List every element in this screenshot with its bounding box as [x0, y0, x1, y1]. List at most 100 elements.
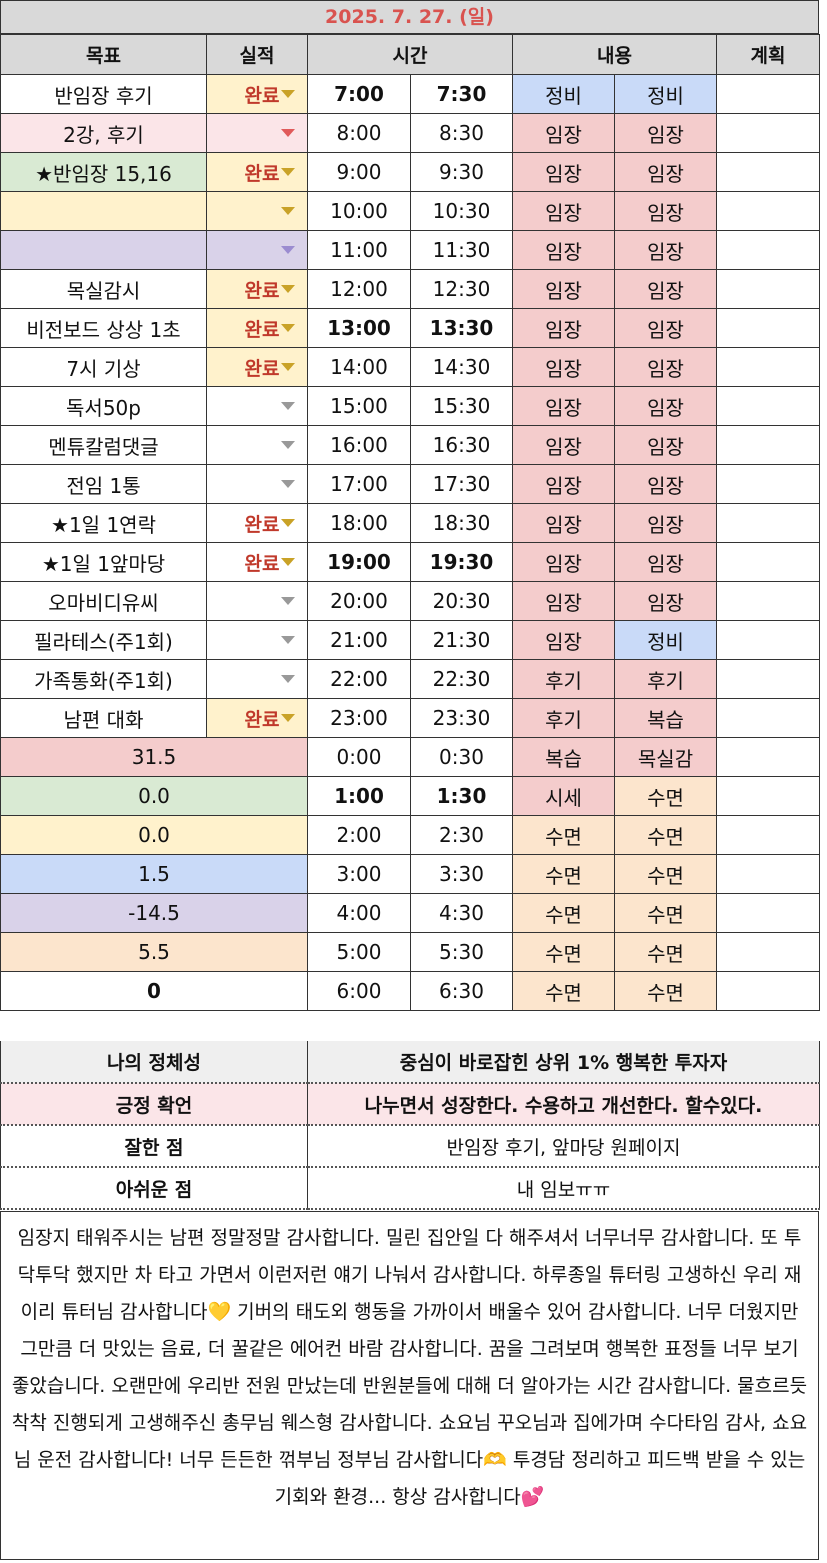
- content-cell[interactable]: 임장: [614, 581, 717, 621]
- dropdown-arrow-icon[interactable]: [281, 129, 295, 137]
- content-cell[interactable]: 임장: [614, 230, 717, 270]
- goal-cell[interactable]: 전임 1통: [0, 464, 207, 504]
- result-dropdown[interactable]: [206, 113, 308, 153]
- content-cell[interactable]: 임장: [614, 542, 717, 582]
- plan-cell[interactable]: [716, 308, 820, 348]
- content-cell[interactable]: 임장: [512, 386, 615, 426]
- content-cell[interactable]: 임장: [614, 113, 717, 153]
- goal-cell[interactable]: 2강, 후기: [0, 113, 207, 153]
- content-cell[interactable]: 수면: [512, 815, 615, 855]
- content-cell[interactable]: 임장: [614, 347, 717, 387]
- plan-cell[interactable]: [716, 152, 820, 192]
- reflection-value[interactable]: 내 임보ㅠㅠ: [307, 1167, 820, 1210]
- content-cell[interactable]: 임장: [614, 503, 717, 543]
- dropdown-arrow-icon[interactable]: [281, 363, 295, 371]
- goal-cell[interactable]: 독서50p: [0, 386, 207, 426]
- content-cell[interactable]: 임장: [512, 191, 615, 231]
- content-cell[interactable]: 정비: [614, 74, 717, 114]
- dropdown-arrow-icon[interactable]: [281, 324, 295, 332]
- plan-cell[interactable]: [716, 542, 820, 582]
- plan-cell[interactable]: [716, 893, 820, 933]
- content-cell[interactable]: 수면: [512, 854, 615, 894]
- result-dropdown[interactable]: [206, 386, 308, 426]
- goal-cell[interactable]: [0, 230, 207, 270]
- goal-cell[interactable]: 7시 기상: [0, 347, 207, 387]
- content-cell[interactable]: 수면: [614, 815, 717, 855]
- plan-cell[interactable]: [716, 737, 820, 777]
- content-cell[interactable]: 임장: [512, 542, 615, 582]
- content-cell[interactable]: 임장: [614, 386, 717, 426]
- content-cell[interactable]: 임장: [512, 113, 615, 153]
- content-cell[interactable]: 수면: [614, 854, 717, 894]
- plan-cell[interactable]: [716, 815, 820, 855]
- goal-cell[interactable]: 남편 대화: [0, 698, 207, 738]
- plan-cell[interactable]: [716, 191, 820, 231]
- plan-cell[interactable]: [716, 581, 820, 621]
- goal-cell[interactable]: 반임장 후기: [0, 74, 207, 114]
- content-cell[interactable]: 임장: [512, 425, 615, 465]
- goal-cell[interactable]: ★1일 1연락: [0, 503, 207, 543]
- content-cell[interactable]: 후기: [512, 659, 615, 699]
- reflection-value[interactable]: 중심이 바로잡힌 상위 1% 행복한 투자자: [307, 1041, 820, 1084]
- plan-cell[interactable]: [716, 347, 820, 387]
- dropdown-arrow-icon[interactable]: [281, 246, 295, 254]
- content-cell[interactable]: 임장: [512, 581, 615, 621]
- content-cell[interactable]: 복습: [512, 737, 615, 777]
- plan-cell[interactable]: [716, 776, 820, 816]
- content-cell[interactable]: 임장: [512, 269, 615, 309]
- goal-cell[interactable]: ★반임장 15,16: [0, 152, 207, 192]
- result-dropdown[interactable]: 완료: [206, 503, 308, 543]
- content-cell[interactable]: 수면: [512, 971, 615, 1011]
- dropdown-arrow-icon[interactable]: [281, 402, 295, 410]
- dropdown-arrow-icon[interactable]: [281, 168, 295, 176]
- result-dropdown[interactable]: 완료: [206, 74, 308, 114]
- dropdown-arrow-icon[interactable]: [281, 285, 295, 293]
- content-cell[interactable]: 정비: [614, 620, 717, 660]
- content-cell[interactable]: 임장: [512, 347, 615, 387]
- goal-cell[interactable]: 오마비디유씨: [0, 581, 207, 621]
- content-cell[interactable]: 시세: [512, 776, 615, 816]
- content-cell[interactable]: 임장: [614, 308, 717, 348]
- plan-cell[interactable]: [716, 113, 820, 153]
- goal-cell[interactable]: 멘튜칼럼댓글: [0, 425, 207, 465]
- content-cell[interactable]: 수면: [614, 932, 717, 972]
- result-dropdown[interactable]: [206, 230, 308, 270]
- content-cell[interactable]: 임장: [614, 191, 717, 231]
- plan-cell[interactable]: [716, 620, 820, 660]
- content-cell[interactable]: 임장: [512, 230, 615, 270]
- result-dropdown[interactable]: [206, 581, 308, 621]
- plan-cell[interactable]: [716, 854, 820, 894]
- plan-cell[interactable]: [716, 698, 820, 738]
- goal-cell[interactable]: [0, 191, 207, 231]
- result-dropdown[interactable]: 완료: [206, 698, 308, 738]
- plan-cell[interactable]: [716, 932, 820, 972]
- dropdown-arrow-icon[interactable]: [281, 207, 295, 215]
- result-dropdown[interactable]: 완료: [206, 152, 308, 192]
- dropdown-arrow-icon[interactable]: [281, 714, 295, 722]
- result-dropdown[interactable]: [206, 659, 308, 699]
- content-cell[interactable]: 수면: [512, 932, 615, 972]
- result-dropdown[interactable]: [206, 464, 308, 504]
- content-cell[interactable]: 임장: [614, 425, 717, 465]
- content-cell[interactable]: 정비: [512, 74, 615, 114]
- plan-cell[interactable]: [716, 269, 820, 309]
- dropdown-arrow-icon[interactable]: [281, 90, 295, 98]
- dropdown-arrow-icon[interactable]: [281, 636, 295, 644]
- dropdown-arrow-icon[interactable]: [281, 519, 295, 527]
- result-dropdown[interactable]: 완료: [206, 542, 308, 582]
- goal-cell[interactable]: 필라테스(주1회): [0, 620, 207, 660]
- dropdown-arrow-icon[interactable]: [281, 675, 295, 683]
- plan-cell[interactable]: [716, 386, 820, 426]
- reflection-value[interactable]: 나누면서 성장한다. 수용하고 개선한다. 할수있다.: [307, 1083, 820, 1126]
- content-cell[interactable]: 수면: [614, 893, 717, 933]
- reflection-value[interactable]: 반임장 후기, 앞마당 원페이지: [307, 1125, 820, 1168]
- content-cell[interactable]: 임장: [512, 503, 615, 543]
- dropdown-arrow-icon[interactable]: [281, 480, 295, 488]
- goal-cell[interactable]: 목실감시: [0, 269, 207, 309]
- content-cell[interactable]: 임장: [512, 464, 615, 504]
- plan-cell[interactable]: [716, 971, 820, 1011]
- content-cell[interactable]: 후기: [512, 698, 615, 738]
- dropdown-arrow-icon[interactable]: [281, 597, 295, 605]
- goal-cell[interactable]: 비전보드 상상 1초: [0, 308, 207, 348]
- content-cell[interactable]: 임장: [614, 269, 717, 309]
